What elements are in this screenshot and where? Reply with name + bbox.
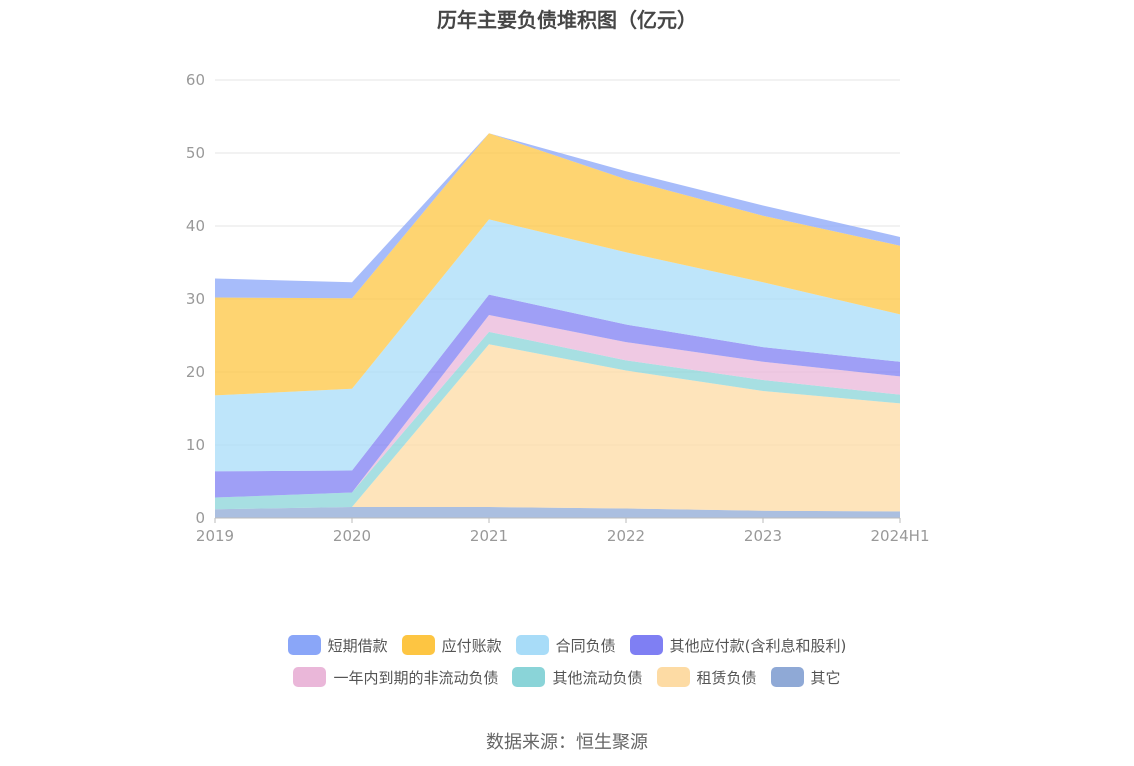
- legend-item-others[interactable]: 其它: [770, 667, 841, 688]
- legend-swatch: [656, 667, 690, 687]
- y-tick-label: 40: [186, 217, 205, 235]
- legend-item-other-current-liabilities[interactable]: 其他流动负债: [512, 667, 643, 688]
- legend-swatch: [293, 667, 327, 687]
- y-tick-label: 10: [186, 436, 205, 454]
- legend-item-accounts-payable[interactable]: 应付账款: [401, 635, 502, 656]
- legend-label: 其他流动负债: [552, 668, 643, 687]
- area-series: [215, 331, 900, 510]
- legend-swatch: [770, 667, 804, 687]
- area-series: [215, 219, 900, 472]
- data-source: 数据来源：恒生聚源: [486, 732, 648, 753]
- area-series: [215, 133, 900, 396]
- chart-legend: 短期借款 应付账款 合同负债 其他应付款(含利息和股利) 一年内到期的非流动负债…: [0, 630, 1134, 694]
- legend-label: 短期借款: [327, 636, 388, 655]
- stacked-area-chart: 0 10 20 30 40 50 60 2019 2020 2021 2022 2023 2024H1: [186, 71, 930, 545]
- legend-label: 应付账款: [441, 636, 502, 655]
- y-tick-label: 20: [186, 363, 205, 381]
- legend-label: 一年内到期的非流动负债: [333, 668, 499, 687]
- legend-swatch: [629, 635, 663, 655]
- y-tick-label: 50: [186, 144, 205, 162]
- legend-item-contract-liabilities[interactable]: 合同负债: [515, 635, 616, 656]
- y-tick-label: 0: [195, 509, 205, 527]
- area-series: [215, 294, 900, 498]
- legend-swatch: [287, 635, 321, 655]
- legend-row-1: 短期借款 应付账款 合同负债 其他应付款(含利息和股利): [0, 630, 1134, 660]
- legend-label: 租赁负债: [696, 668, 757, 687]
- y-tick-label: 60: [186, 71, 205, 89]
- x-tick-label: 2024H1: [871, 527, 930, 545]
- y-tick-label: 30: [186, 290, 205, 308]
- area-series: [215, 507, 900, 518]
- legend-item-lease-liabilities[interactable]: 租赁负债: [656, 667, 757, 688]
- legend-label: 其他应付款(含利息和股利): [669, 636, 847, 655]
- legend-swatch: [515, 635, 549, 655]
- legend-label: 合同负债: [555, 636, 616, 655]
- legend-swatch: [401, 635, 435, 655]
- legend-label: 其它: [810, 668, 841, 687]
- area-series: [215, 133, 900, 299]
- legend-item-short-term-loans[interactable]: 短期借款: [287, 635, 388, 656]
- legend-row-2: 一年内到期的非流动负债 其他流动负债 租赁负债 其它: [0, 662, 1134, 692]
- chart-title: 历年主要负债堆积图（亿元）: [437, 8, 697, 32]
- legend-item-current-portion-noncurrent[interactable]: 一年内到期的非流动负债: [293, 667, 498, 688]
- area-series: [215, 315, 900, 498]
- x-tick-label: 2021: [470, 527, 508, 545]
- x-tick-label: 2022: [607, 527, 645, 545]
- legend-item-other-payables[interactable]: 其他应付款(含利息和股利): [629, 635, 847, 656]
- area-series: [215, 344, 900, 512]
- x-tick-label: 2019: [196, 527, 234, 545]
- x-tick-label: 2020: [333, 527, 371, 545]
- legend-swatch: [512, 667, 546, 687]
- x-tick-label: 2023: [744, 527, 782, 545]
